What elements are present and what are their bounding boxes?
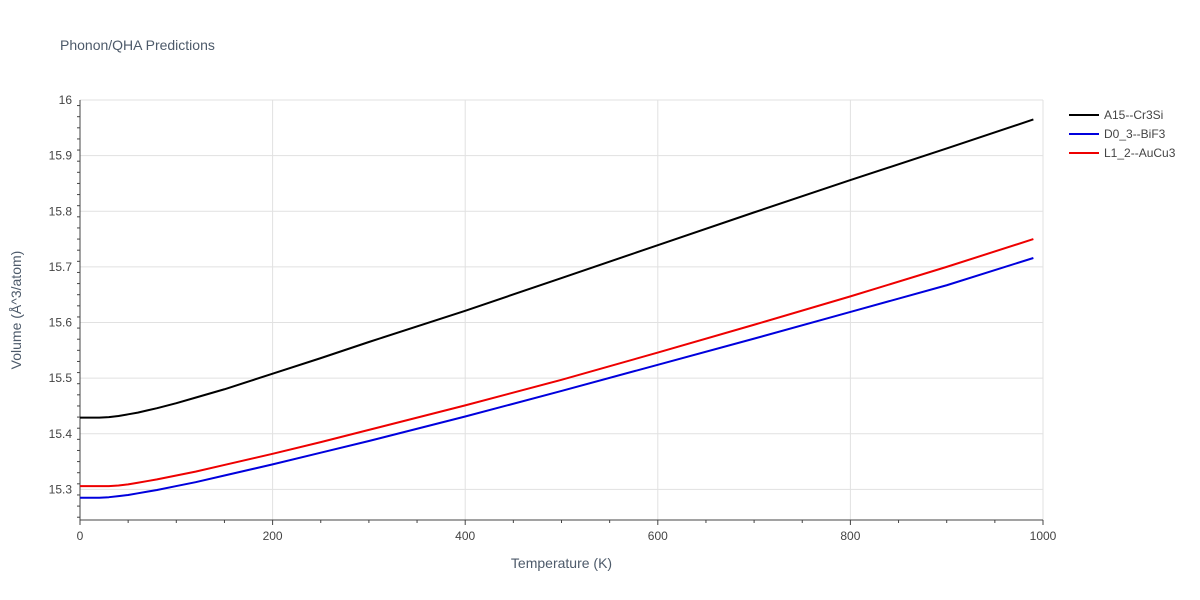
x-tick-label: 800 [840, 529, 860, 543]
y-axis-title: Volume (Å^3/atom) [8, 251, 24, 370]
x-axis-ticks: 0 200 400 600 800 1000 [77, 520, 1057, 543]
x-tick-label: 1000 [1030, 529, 1057, 543]
legend-label: D0_3--BiF3 [1104, 127, 1166, 141]
chart-title: Phonon/QHA Predictions [60, 37, 215, 53]
y-axis-ticks: 15.3 15.4 15.5 15.6 15.7 15.8 15.9 16 [49, 93, 80, 518]
y-tick-label: 15.9 [49, 149, 73, 163]
series-line-a15-cr3si [80, 118, 1034, 419]
y-tick-label: 15.8 [49, 204, 73, 218]
series-lines [80, 118, 1034, 499]
legend-label: A15--Cr3Si [1104, 108, 1163, 122]
x-tick-label: 200 [263, 529, 283, 543]
y-tick-label: 15.6 [49, 316, 73, 330]
x-tick-label: 0 [77, 529, 84, 543]
legend: A15--Cr3Si D0_3--BiF3 L1_2--AuCu3 [1069, 108, 1176, 160]
grid [80, 99, 1044, 520]
series-line-d0-3-bif3 [80, 257, 1034, 499]
series-line-l1-2-aucu3 [80, 238, 1034, 488]
y-tick-label: 15.4 [49, 427, 73, 441]
x-axis-title: Temperature (K) [511, 555, 612, 571]
x-tick-label: 400 [455, 529, 475, 543]
y-tick-label: 15.3 [49, 482, 73, 496]
y-tick-label: 15.7 [49, 260, 73, 274]
x-tick-label: 600 [648, 529, 668, 543]
y-tick-label: 16 [59, 93, 73, 107]
legend-label: L1_2--AuCu3 [1104, 146, 1176, 160]
y-tick-label: 15.5 [49, 371, 73, 385]
